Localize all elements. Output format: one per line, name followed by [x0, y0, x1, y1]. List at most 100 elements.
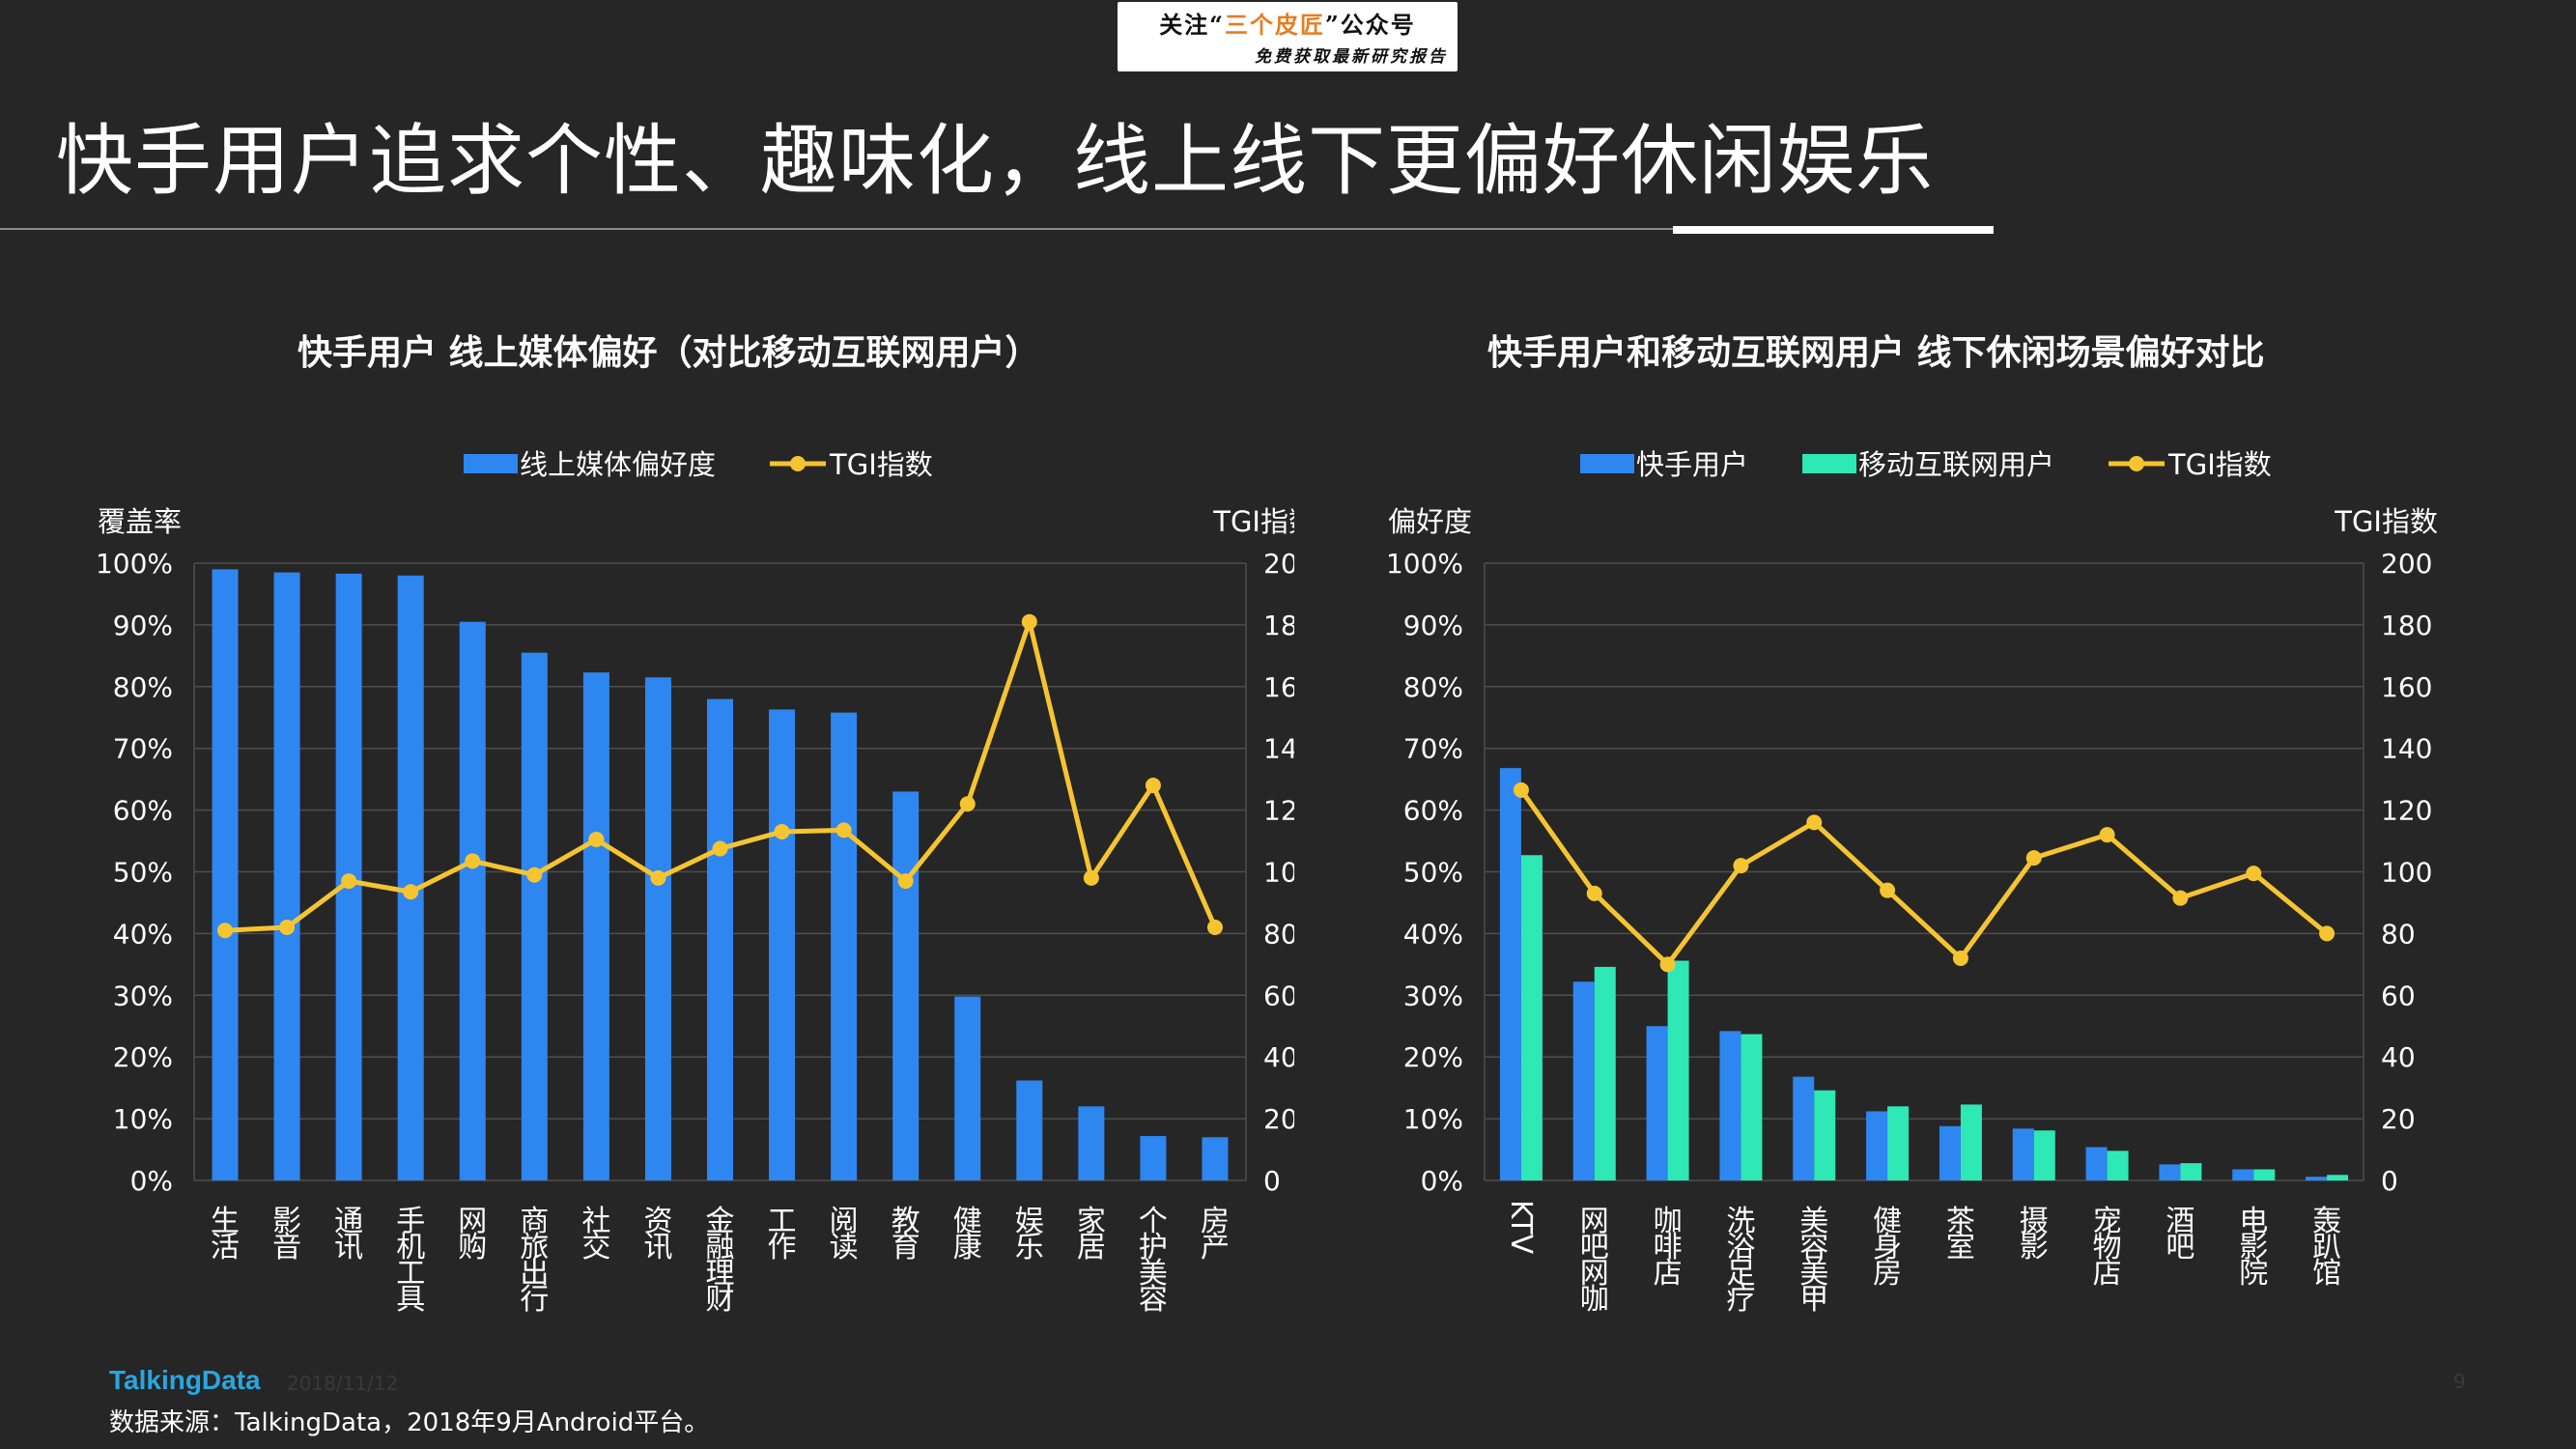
y2-axis-title: TGI指数: [2334, 505, 2438, 538]
bar: [2253, 1169, 2276, 1180]
y2-tick-label: 20: [2381, 1103, 2416, 1135]
bar: [954, 996, 981, 1180]
bar: [707, 698, 733, 1180]
tgi-point: [2246, 866, 2262, 882]
bar: [2232, 1169, 2254, 1180]
x-tick-label: 网购: [458, 1205, 487, 1264]
tgi-point: [279, 920, 296, 936]
bar: [2306, 1177, 2328, 1180]
x-tick-label: 社交: [581, 1205, 610, 1264]
tgi-point: [897, 873, 914, 890]
chart-online-media: 0% 10% 20% 30% 40% 50% 60% 70% 80% 90% 100% 0 20 40 60…: [96, 448, 1294, 1317]
bar: [212, 569, 239, 1180]
bar: [1793, 1076, 1815, 1180]
y-tick-label: 30%: [113, 980, 173, 1011]
tgi-point: [774, 823, 790, 839]
bar: [1887, 1106, 1910, 1180]
chart-right-title: 快手用户和移动互联网用户 线下休闲场景偏好对比: [1487, 333, 2265, 373]
promo-badge-line1: 关注“三个皮匠”公众号: [1159, 11, 1416, 39]
chart-left-title: 快手用户 线上媒体偏好（对比移动互联网用户）: [297, 333, 1040, 373]
legend-label: TGI指数: [829, 448, 933, 481]
bar: [582, 672, 609, 1180]
x-tick-label: 娱乐: [1015, 1205, 1044, 1264]
x-tick-label: 茶室: [1946, 1205, 1975, 1264]
bar: [1667, 960, 1689, 1180]
bar: [1520, 855, 1543, 1180]
page-number: 9: [2453, 1370, 2466, 1393]
bar: [521, 652, 548, 1180]
y2-tick-label: 140: [1263, 733, 1294, 765]
legend-point-swatch: [790, 456, 807, 471]
x-tick-label: 洗浴足疗: [1726, 1205, 1755, 1317]
x-tick-label: 家居: [1077, 1205, 1106, 1264]
legend-label: 快手用户: [1636, 448, 1748, 481]
y2-tick-label: 200: [1263, 548, 1294, 580]
page-title: 快手用户追求个性、趣味化，线上线下更偏好休闲娱乐: [56, 116, 1934, 206]
y2-axis-title: TGI指数: [1212, 505, 1294, 538]
bar: [1741, 1034, 1763, 1180]
tgi-point: [341, 873, 357, 890]
x-tick-label: 生活: [211, 1205, 240, 1264]
x-tick-label: 资讯: [643, 1205, 672, 1264]
bar: [1960, 1104, 1982, 1180]
promo-badge-line2: 免费获取最新研究报告: [1255, 47, 1448, 67]
bar: [1078, 1106, 1105, 1180]
x-tick-label: 网吧网咖: [1580, 1205, 1609, 1317]
chart-offline-leisure: 0% 10% 20% 30% 40% 50% 60% 70% 80% 90% 100% 0 20 40 60…: [1386, 448, 2438, 1317]
tgi-point: [465, 853, 481, 869]
y-tick-label: 10%: [113, 1103, 173, 1135]
y-tick-label: 70%: [1403, 733, 1463, 765]
tgi-point: [1513, 781, 1529, 798]
y2-tick-label: 200: [2381, 548, 2432, 580]
x-tick-label: 房产: [1201, 1205, 1230, 1264]
y2-tick-label: 40: [1263, 1041, 1294, 1073]
legend-label: 移动互联网用户: [1858, 448, 2054, 481]
y-tick-label: 20%: [1403, 1041, 1463, 1073]
x-tick-label: 咖啡店: [1654, 1205, 1683, 1291]
y-tick-label: 80%: [1403, 671, 1463, 703]
tgi-point: [1145, 778, 1161, 794]
bar: [1140, 1135, 1167, 1180]
y2-tick-label: 140: [2381, 733, 2432, 765]
y-tick-label: 60%: [1403, 795, 1463, 827]
x-tick-label: 手机工具: [396, 1205, 425, 1317]
bar: [1646, 1026, 1668, 1180]
tgi-point: [2319, 925, 2335, 942]
bar: [1572, 981, 1595, 1180]
title-divider: [0, 228, 1993, 230]
tgi-point: [526, 867, 543, 883]
y-tick-label: 30%: [1403, 980, 1463, 1011]
y-tick-label: 40%: [1403, 918, 1463, 950]
y-tick-label: 50%: [113, 857, 173, 889]
y2-tick-label: 120: [2381, 795, 2432, 827]
tgi-point: [1733, 858, 1749, 874]
x-tick-label: 摄影: [2020, 1205, 2049, 1264]
bar: [2327, 1175, 2349, 1180]
footer-source: 数据来源：TalkingData，2018年9月Android平台。: [109, 1408, 710, 1437]
y2-tick-label: 100: [1263, 857, 1294, 889]
tgi-point: [959, 796, 976, 812]
footer-logo: TalkingData: [109, 1365, 261, 1395]
y-axis-title: 覆盖率: [98, 505, 182, 538]
bar: [892, 791, 920, 1180]
y-tick-label: 50%: [1403, 857, 1463, 889]
y2-tick-label: 120: [1263, 795, 1294, 827]
bar: [2012, 1128, 2034, 1180]
bar: [2085, 1147, 2108, 1180]
legend-point-swatch: [2129, 456, 2145, 471]
x-tick-label: 宠物店: [2093, 1205, 2122, 1291]
tgi-point: [2172, 890, 2189, 906]
tgi-point: [1206, 920, 1223, 936]
bar: [397, 575, 424, 1180]
bar: [1866, 1111, 1888, 1180]
y2-tick-label: 180: [2381, 610, 2432, 641]
legend-label: TGI指数: [2167, 448, 2272, 481]
y2-tick-label: 80: [2381, 918, 2416, 950]
x-tick-label: 美容美甲: [1799, 1205, 1828, 1317]
x-tick-label: 通讯: [334, 1205, 363, 1264]
y2-tick-label: 160: [2381, 671, 2432, 703]
x-tick-label: 轰趴馆: [2312, 1205, 2341, 1291]
y-tick-label: 100%: [96, 548, 173, 580]
y2-tick-label: 20: [1263, 1103, 1294, 1135]
tgi-point: [712, 840, 728, 857]
